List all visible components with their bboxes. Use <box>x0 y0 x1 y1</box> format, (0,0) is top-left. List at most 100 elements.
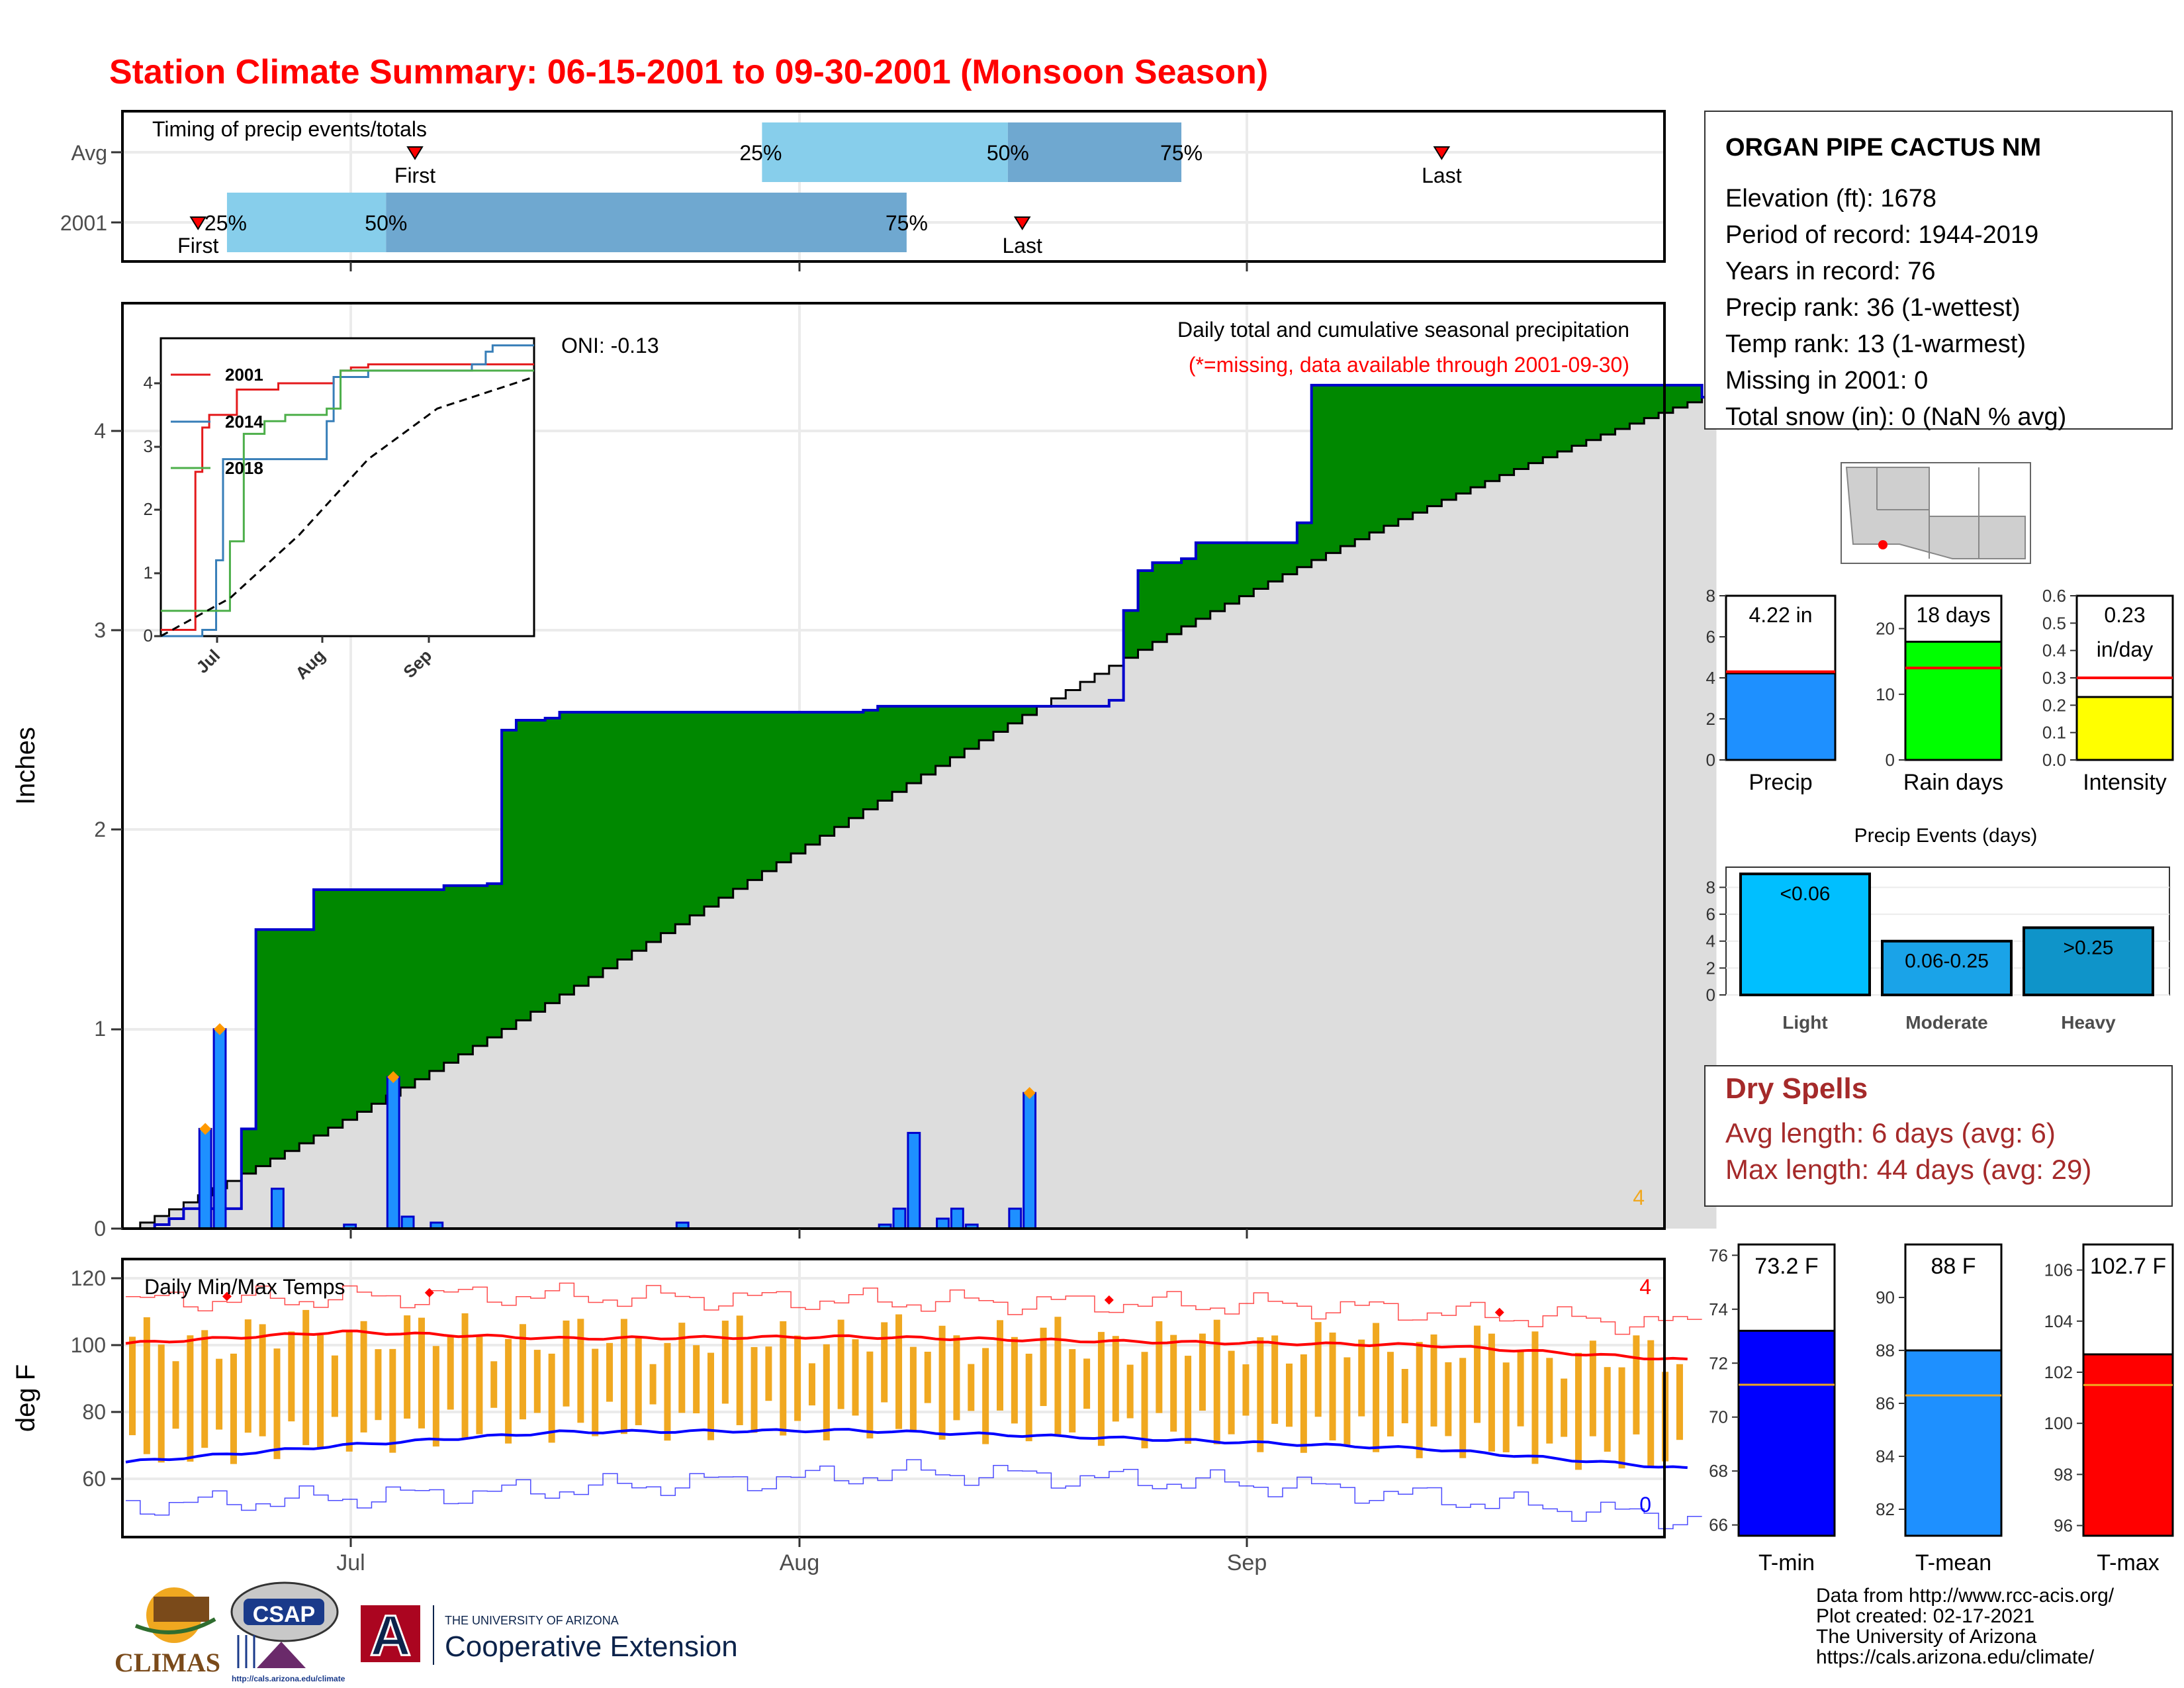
stat-bar-tick-label: 6 <box>1706 627 1715 647</box>
svg-text:Cooperative Extension: Cooperative Extension <box>445 1630 738 1663</box>
x-tick-aug: Aug <box>780 1550 820 1575</box>
daily-temp-range-bar <box>1618 1367 1625 1469</box>
daily-temp-range-bar <box>288 1331 295 1422</box>
timing-panel: 25% 50% 75% First Last 25% 50% 75% First Last Tim… <box>60 110 1666 271</box>
daily-temp-range-bar <box>606 1342 614 1402</box>
events-bar-range: <0.06 <box>1780 883 1831 905</box>
daily-temp-range-bar <box>1358 1339 1365 1417</box>
daily-temp-range-bar <box>1097 1332 1105 1446</box>
daily-temp-range-bar <box>808 1363 815 1406</box>
svg-text:80: 80 <box>82 1400 106 1424</box>
daily-temp-range-bar <box>1025 1353 1032 1442</box>
svg-text:Missing in 2001: 0: Missing in 2001: 0 <box>1725 367 1928 395</box>
daily-max-marker <box>387 1071 400 1084</box>
svg-text:THE UNIVERSITY OF ARIZONA: THE UNIVERSITY OF ARIZONA <box>445 1614 619 1627</box>
daily-temp-range-bar <box>172 1361 179 1429</box>
daily-temp-range-bar <box>490 1361 498 1408</box>
stat-bar-fill <box>2075 696 2174 761</box>
daily-temp-range-bar <box>881 1322 888 1403</box>
ua-logo: A THE UNIVERSITY OF ARIZONA Cooperative … <box>361 1603 738 1669</box>
timing-first-marker <box>406 146 424 160</box>
events-bar-range: 0.06-0.25 <box>1905 951 1989 972</box>
svg-text:The University of Arizona: The University of Arizona <box>1816 1626 2037 1648</box>
timing-q2-bar <box>762 122 1008 182</box>
timing-q3-bar <box>1007 122 1182 182</box>
daily-temp-range-bar <box>635 1338 642 1425</box>
daily-temp-range-bar <box>1647 1340 1655 1467</box>
timing-title: Timing of precip events/totals <box>152 117 427 141</box>
events-bar-moderate <box>1881 939 2013 996</box>
timing-last-marker <box>1433 146 1451 160</box>
stat-bar-intensity: 0.23 in/day Intensity 0.0 0.1 0.2 0.3 0.4 0.5 0.6 <box>2042 586 2174 795</box>
stat-bar-value: 0.23 <box>2104 603 2145 627</box>
daily-temp-range-bar <box>1126 1364 1134 1419</box>
timing-p25-label: 25% <box>205 211 247 235</box>
daily-temp-range-bar <box>158 1344 165 1463</box>
temps-x-axis: Jul Aug Sep <box>336 1550 1267 1575</box>
precip-y-label: Inches <box>11 727 40 805</box>
daily-temp-range-bar <box>1329 1333 1336 1440</box>
temp-bar-tick-label: 102 <box>2044 1362 2073 1382</box>
daily-max-marker <box>199 1123 212 1135</box>
daily-temp-range-bar <box>1300 1354 1307 1453</box>
temp-bar-value: 102.7 F <box>2090 1254 2166 1279</box>
daily-temp-range-bar <box>230 1353 237 1464</box>
precip-corner-count: 4 <box>1633 1186 1645 1209</box>
daily-temp-range-bar <box>533 1350 541 1413</box>
avg-min-line <box>125 1428 1688 1470</box>
daily-temp-range-bar <box>1575 1352 1582 1470</box>
daily-temp-range-bar <box>968 1364 975 1411</box>
events-tick-label: 0 <box>1706 985 1715 1005</box>
daily-temp-range-bar <box>418 1317 425 1429</box>
temp-bar-value: 88 F <box>1931 1254 1976 1279</box>
stat-bar-tick-label: 0.3 <box>2042 668 2066 688</box>
daily-temp-range-bar <box>938 1325 946 1440</box>
events-tick-label: 6 <box>1706 904 1715 924</box>
stat-bar-label: Precip <box>1749 770 1812 795</box>
svg-text:Elevation (ft): 1678: Elevation (ft): 1678 <box>1725 185 1936 212</box>
temp-bar-tick-label: 76 <box>1709 1245 1728 1265</box>
daily-temp-range-bar <box>1445 1362 1452 1436</box>
daily-precip-bar <box>386 1076 400 1230</box>
daily-precip-bar <box>907 1131 921 1230</box>
timing-p75-label: 75% <box>886 211 928 235</box>
temps-y-label: deg F <box>11 1364 40 1432</box>
stat-bar-label: Rain days <box>1903 770 2003 795</box>
legend-2014: 2014 <box>225 412 263 432</box>
daily-precip-bar <box>936 1217 950 1230</box>
csap-logo: CSAP http://cals.arizona.edu/climate <box>230 1581 345 1683</box>
temp-bar-tick-label: 98 <box>2054 1464 2073 1484</box>
daily-temp-range-bar <box>143 1317 150 1454</box>
station-name: ORGAN PIPE CACTUS NM <box>1725 134 2041 162</box>
daily-temp-range-bar <box>895 1314 903 1429</box>
temps-frame <box>121 1258 1666 1538</box>
daily-temp-range-bar <box>823 1344 830 1440</box>
daily-temp-range-bar <box>129 1336 136 1436</box>
daily-temp-range-bar <box>678 1323 686 1413</box>
daily-temp-range-bar <box>1517 1350 1524 1427</box>
daily-temp-range-bar <box>1286 1363 1293 1427</box>
timing-p25-label: 25% <box>739 141 782 165</box>
stat-bar-tick-label: 0.1 <box>2042 723 2066 743</box>
timing-last-label: Last <box>1422 164 1462 187</box>
stat-bar-tick-label: 0.5 <box>2042 613 2066 633</box>
daily-temp-range-bar <box>1228 1350 1235 1434</box>
daily-temp-range-bar <box>649 1364 657 1405</box>
timing-q2-bar <box>226 193 387 252</box>
daily-temp-range-bar <box>201 1330 208 1448</box>
daily-temp-range-bar <box>1546 1358 1553 1444</box>
record-high-marker <box>222 1291 232 1301</box>
svg-text:0: 0 <box>94 1217 106 1241</box>
record-high-marker <box>424 1288 434 1297</box>
events-title: Precip Events (days) <box>1854 825 2038 847</box>
svg-text:CLIMAS: CLIMAS <box>114 1648 220 1677</box>
daily-temp-range-bar <box>780 1321 787 1436</box>
svg-text:Period of record: 1944-2019: Period of record: 1944-2019 <box>1725 221 2038 249</box>
daily-temp-range-bar <box>1170 1335 1177 1432</box>
daily-precip-bar <box>198 1127 212 1230</box>
daily-temp-range-bar <box>1373 1323 1380 1452</box>
cumulative-2001-line <box>126 383 1717 1230</box>
footer-credits: Data from http://www.rcc-acis.org/ Plot … <box>1816 1585 2115 1668</box>
location-map <box>1841 462 2031 564</box>
